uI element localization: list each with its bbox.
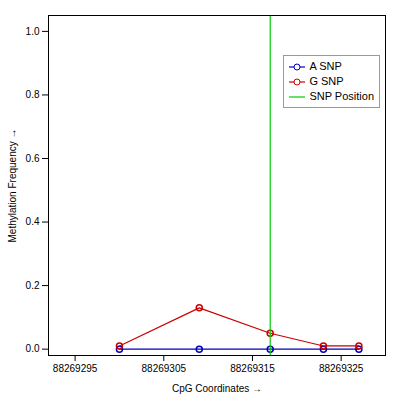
html-text:A SNP: A SNP [309, 60, 342, 72]
svg-text:Methylation Frequency →: Methylation Frequency → [7, 129, 18, 243]
svg-text:88269295: 88269295 [53, 363, 98, 374]
svg-text:0.4: 0.4 [26, 216, 40, 227]
svg-text:0.0: 0.0 [26, 343, 40, 354]
svg-text:CpG Coordinates →: CpG Coordinates → [172, 383, 262, 394]
html-text:SNP Position: SNP Position [309, 90, 374, 102]
svg-text:88269305: 88269305 [142, 363, 187, 374]
svg-text:1.0: 1.0 [26, 26, 40, 37]
svg-text:88269315: 88269315 [230, 363, 275, 374]
svg-text:0.8: 0.8 [26, 89, 40, 100]
svg-text:0.6: 0.6 [26, 153, 40, 164]
svg-text:0.2: 0.2 [26, 280, 40, 291]
html-text:G SNP: G SNP [309, 75, 344, 87]
svg-text:88269325: 88269325 [319, 363, 364, 374]
